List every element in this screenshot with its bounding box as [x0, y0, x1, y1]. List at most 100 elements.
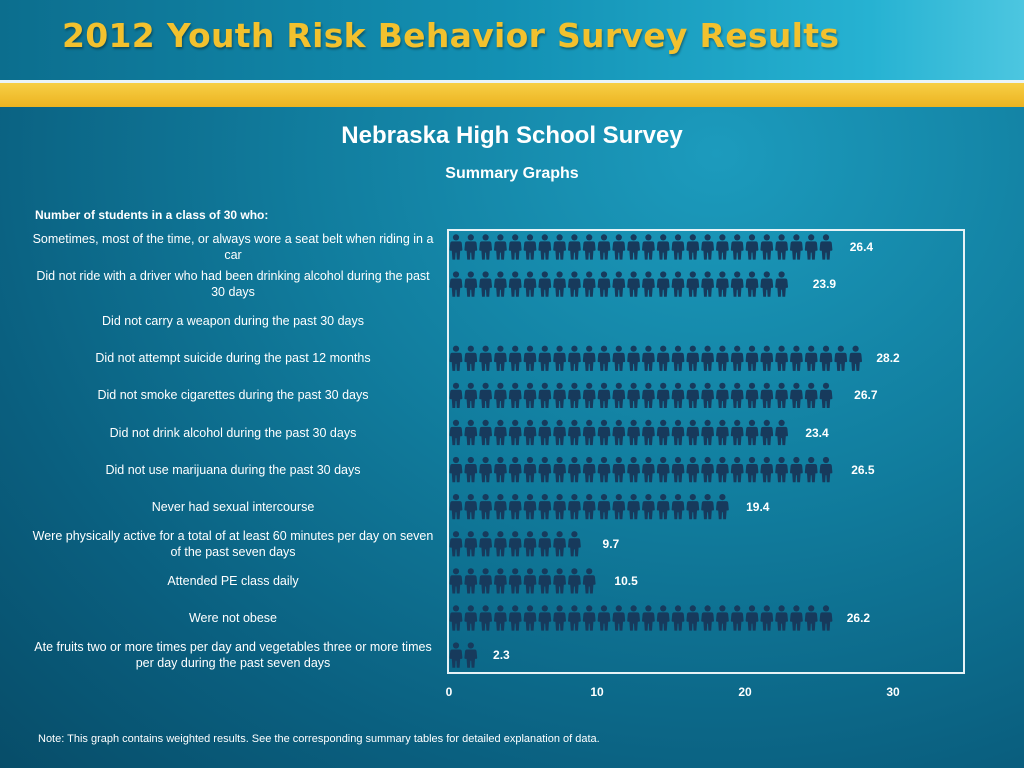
student-figure — [508, 605, 522, 631]
student-figure — [701, 271, 714, 297]
student-figure — [819, 382, 833, 408]
student-figure — [479, 494, 492, 520]
value-label: 10.5 — [614, 573, 638, 588]
student-figure — [775, 345, 788, 371]
figure-row — [449, 568, 604, 594]
student-figure — [716, 234, 729, 260]
student-figure — [523, 494, 537, 520]
student-figure — [686, 419, 700, 446]
partial-student-figure — [864, 345, 867, 371]
student-figure — [508, 419, 522, 446]
student-figure — [745, 382, 759, 408]
partial-student-figure — [834, 456, 841, 483]
student-figure — [449, 456, 463, 483]
student-figure — [523, 382, 537, 408]
category-label: Did not smoke cigarettes during the past… — [97, 388, 369, 403]
student-figure — [479, 345, 492, 371]
partial-student-figure — [790, 271, 803, 297]
student-figure — [656, 382, 670, 408]
student-figure — [775, 382, 788, 408]
student-figure — [464, 642, 478, 668]
student-figure — [449, 271, 463, 297]
student-figure — [671, 494, 685, 520]
figure-row — [449, 494, 736, 520]
student-figure — [464, 234, 478, 260]
gold-band — [0, 83, 1024, 107]
student-figure — [671, 382, 685, 408]
figure-row — [449, 419, 796, 446]
partial-student-figure — [597, 568, 604, 594]
student-figure — [582, 382, 596, 408]
student-figure — [627, 234, 640, 260]
student-figure — [627, 605, 640, 631]
student-figure — [538, 494, 552, 520]
student-figure — [449, 642, 463, 668]
student-figure — [775, 271, 788, 297]
survey-subtitle: Summary Graphs — [445, 165, 579, 182]
category-label: Attended PE class daily — [167, 573, 299, 588]
student-figure — [745, 419, 759, 446]
student-figure — [494, 531, 507, 557]
partial-student-figure — [834, 382, 844, 408]
student-figure — [508, 271, 522, 297]
student-figure — [686, 456, 700, 483]
student-figure — [716, 382, 729, 408]
student-figure — [730, 345, 744, 371]
student-figure — [538, 345, 552, 371]
student-figure — [716, 494, 729, 520]
student-figure — [464, 271, 478, 297]
student-figure — [760, 271, 774, 297]
student-figure — [627, 382, 640, 408]
category-label: Did not carry a weapon during the past 3… — [102, 314, 364, 329]
student-figure — [804, 456, 818, 483]
student-figure — [449, 494, 463, 520]
student-figure — [582, 234, 596, 260]
student-figure — [464, 382, 478, 408]
partial-student-figure — [730, 494, 736, 520]
student-figure — [494, 419, 507, 446]
footnote: Note: This graph contains weighted resul… — [38, 733, 600, 745]
student-figure — [612, 234, 626, 260]
student-figure — [745, 271, 759, 297]
student-figure — [642, 271, 655, 297]
student-figure — [597, 345, 611, 371]
student-figure — [716, 271, 729, 297]
student-figure — [523, 419, 537, 446]
student-figure — [597, 234, 611, 260]
title-banner — [0, 0, 1024, 80]
partial-student-figure — [834, 605, 837, 631]
student-figure — [760, 345, 774, 371]
student-figure — [760, 456, 774, 483]
student-figure — [464, 456, 478, 483]
student-figure — [701, 419, 714, 446]
student-figure — [449, 345, 463, 371]
student-figure — [449, 531, 463, 557]
student-figure — [538, 605, 552, 631]
student-figure — [597, 456, 611, 483]
category-label: Ate fruits two or more times per day and… — [34, 640, 432, 671]
category-label: Never had sexual intercourse — [151, 499, 315, 514]
student-figure — [642, 419, 655, 446]
student-figure — [508, 345, 522, 371]
student-figure — [523, 345, 537, 371]
student-figure — [804, 605, 818, 631]
student-figure — [686, 605, 700, 631]
student-figure — [464, 568, 478, 594]
student-figure — [508, 494, 522, 520]
student-figure — [656, 456, 670, 483]
student-figure — [656, 345, 670, 371]
student-figure — [775, 234, 788, 260]
value-label: 2.3 — [493, 648, 510, 663]
student-figure — [479, 568, 492, 594]
student-figure — [686, 345, 700, 371]
student-figure — [656, 234, 670, 260]
student-figure — [568, 419, 581, 446]
student-figure — [479, 234, 492, 260]
student-figure — [656, 605, 670, 631]
student-figure — [775, 456, 788, 483]
student-figure — [494, 382, 507, 408]
student-figure — [597, 382, 611, 408]
category-label: Sometimes, most of the time, or always w… — [32, 232, 434, 262]
student-figure — [790, 345, 803, 371]
value-label: 28.2 — [876, 351, 900, 366]
